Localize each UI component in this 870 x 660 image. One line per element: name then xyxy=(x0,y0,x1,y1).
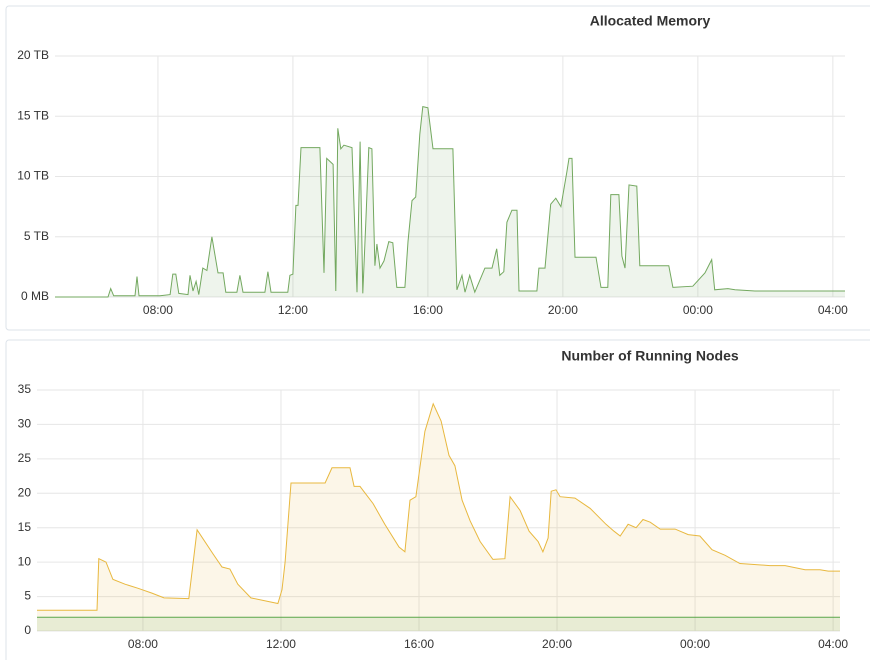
x-tick-label: 16:00 xyxy=(404,637,434,651)
y-tick-label: 5 xyxy=(24,589,31,603)
y-tick-label: 10 TB xyxy=(17,169,49,183)
chart-title: Allocated Memory xyxy=(590,13,711,29)
y-tick-label: 15 xyxy=(18,520,32,534)
y-tick-label: 5 TB xyxy=(24,229,49,243)
x-tick-label: 08:00 xyxy=(128,637,158,651)
y-tick-label: 20 TB xyxy=(17,48,49,62)
area xyxy=(37,403,840,631)
x-tick-label: 12:00 xyxy=(278,303,308,317)
y-tick-label: 15 TB xyxy=(17,108,49,122)
x-tick-label: 00:00 xyxy=(680,637,710,651)
area xyxy=(55,106,845,297)
x-tick-label: 16:00 xyxy=(413,303,443,317)
x-tick-label: 20:00 xyxy=(542,637,572,651)
x-tick-label: 04:00 xyxy=(818,637,848,651)
x-tick-label: 04:00 xyxy=(818,303,848,317)
y-tick-label: 10 xyxy=(18,554,32,568)
line xyxy=(37,402,840,611)
y-tick-label: 35 xyxy=(18,382,32,396)
x-tick-label: 08:00 xyxy=(143,303,173,317)
x-tick-label: 00:00 xyxy=(683,303,713,317)
x-tick-label: 12:00 xyxy=(266,637,296,651)
y-tick-label: 25 xyxy=(18,451,32,465)
y-tick-label: 20 xyxy=(18,485,32,499)
line xyxy=(55,105,845,298)
panel xyxy=(5,5,870,331)
chart-title: Number of Running Nodes xyxy=(561,348,739,364)
panel xyxy=(5,339,870,660)
y-tick-label: 0 xyxy=(24,623,31,637)
y-tick-label: 30 xyxy=(18,417,32,431)
x-tick-label: 20:00 xyxy=(548,303,578,317)
y-tick-label: 0 MB xyxy=(21,289,49,303)
area xyxy=(37,617,840,631)
